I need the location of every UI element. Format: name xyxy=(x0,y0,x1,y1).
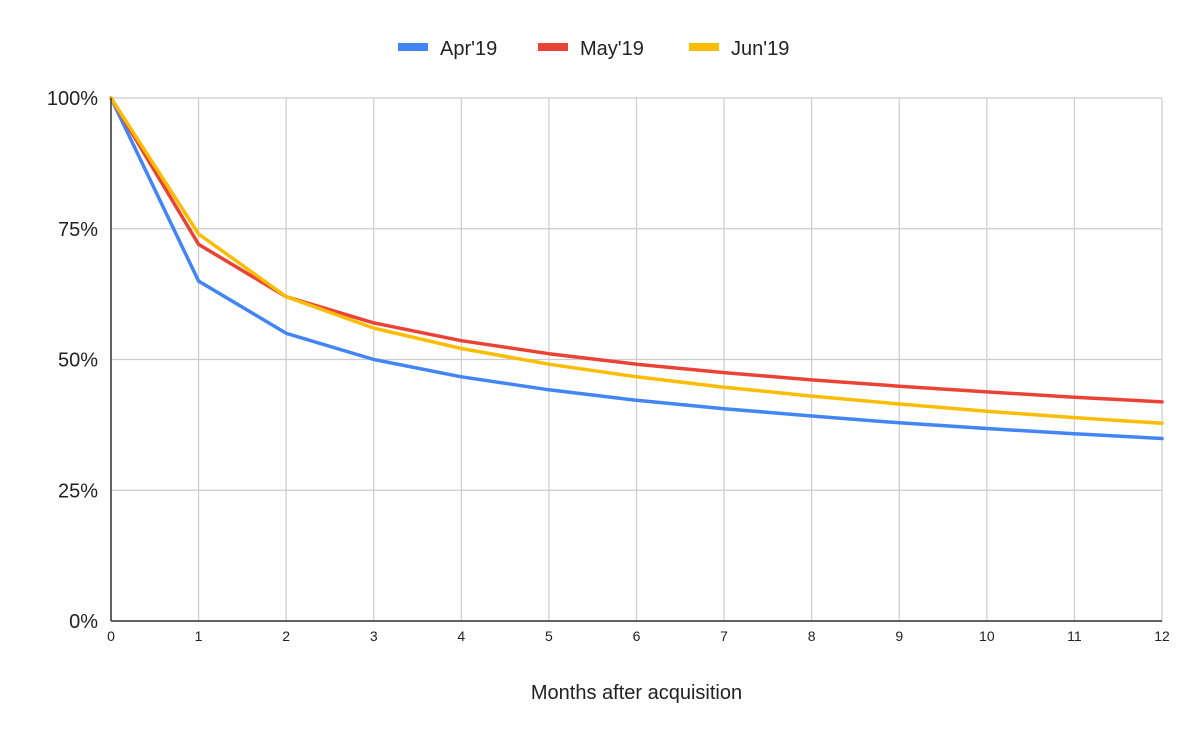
x-axis-title: Months after acquisition xyxy=(531,682,742,704)
x-tick-label: 4 xyxy=(457,628,465,644)
legend-swatch xyxy=(398,43,428,51)
legend: Apr'19 May'19 Jun'19 xyxy=(398,38,789,60)
series-line-0 xyxy=(109,96,1164,441)
legend-label: May'19 xyxy=(580,38,644,60)
y-tick-label: 100% xyxy=(47,88,98,110)
x-tick-label: 10 xyxy=(979,628,995,644)
x-tick-label: 0 xyxy=(107,628,115,644)
x-tick-label: 3 xyxy=(370,628,378,644)
x-axis-tick-labels: 0 1 2 3 4 5 6 7 8 9 10 11 12 xyxy=(107,628,1170,644)
y-tick-label: 25% xyxy=(58,480,98,502)
x-tick-label: 9 xyxy=(895,628,903,644)
series-lines xyxy=(109,96,1164,441)
x-tick-label: 6 xyxy=(633,628,641,644)
legend-label: Jun'19 xyxy=(731,38,789,60)
x-tick-label: 8 xyxy=(808,628,816,644)
legend-label: Apr'19 xyxy=(440,38,497,60)
y-tick-label: 50% xyxy=(58,350,98,372)
x-tick-label: 12 xyxy=(1154,628,1170,644)
x-tick-label: 1 xyxy=(195,628,203,644)
x-tick-label: 7 xyxy=(720,628,728,644)
legend-swatch xyxy=(689,43,719,51)
y-tick-label: 0% xyxy=(69,611,98,633)
y-axis-tick-labels: 0% 25% 50% 75% 100% xyxy=(47,88,98,633)
x-tick-label: 11 xyxy=(1067,628,1082,644)
y-tick-label: 75% xyxy=(58,219,98,241)
x-tick-label: 2 xyxy=(282,628,290,644)
x-tick-label: 5 xyxy=(545,628,553,644)
series-line-2 xyxy=(109,96,1164,426)
legend-swatch xyxy=(538,43,568,51)
